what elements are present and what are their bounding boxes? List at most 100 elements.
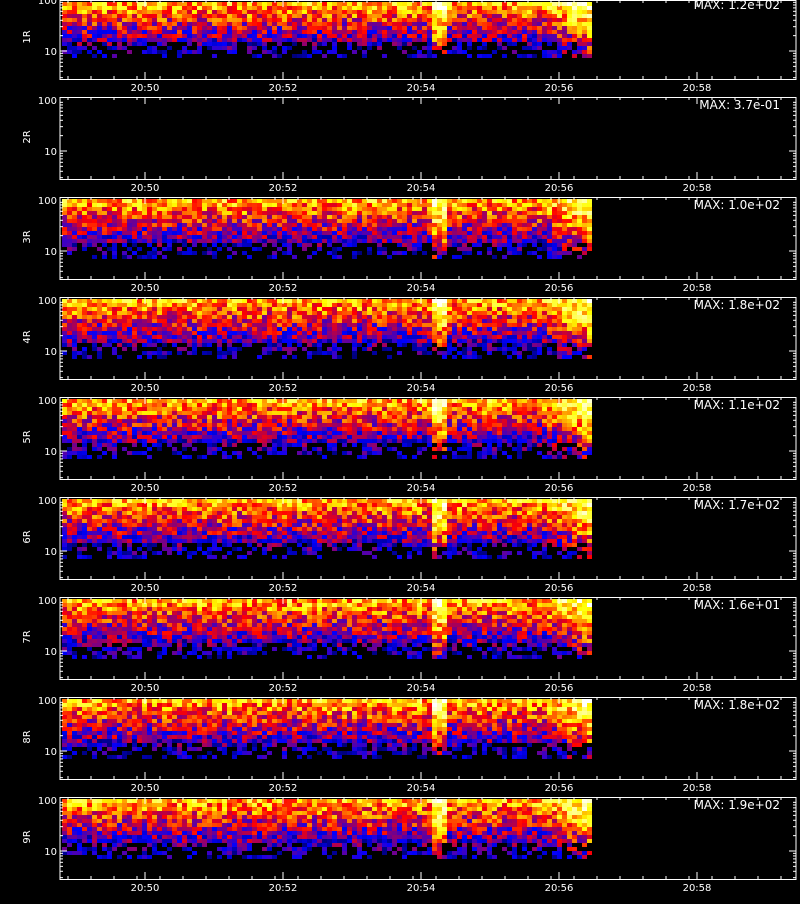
- heatmap-cell: [232, 335, 237, 339]
- heatmap-cell: [147, 335, 152, 339]
- heatmap-cell: [412, 427, 417, 431]
- heatmap-cell: [272, 38, 277, 42]
- heatmap-cell: [457, 323, 462, 327]
- heatmap-cell: [402, 319, 407, 323]
- heatmap-cell: [322, 303, 327, 307]
- heatmap-cell: [212, 231, 217, 235]
- heatmap-cell: [87, 231, 92, 235]
- heatmap-cell: [222, 203, 227, 207]
- heatmap-cell: [357, 439, 362, 443]
- heatmap-cell: [332, 331, 337, 335]
- heatmap-cell: [472, 335, 477, 339]
- heatmap-cell: [332, 347, 337, 351]
- heatmap-cell: [327, 411, 332, 415]
- heatmap-cell: [217, 46, 222, 50]
- heatmap-cell: [292, 199, 297, 203]
- heatmap-cell: [77, 34, 82, 38]
- heatmap-cell: [197, 431, 202, 435]
- heatmap-cell: [517, 251, 522, 255]
- heatmap-cell: [352, 339, 357, 343]
- heatmap-cell: [217, 435, 222, 439]
- heatmap-cell: [547, 347, 552, 351]
- heatmap-cell: [162, 315, 167, 319]
- heatmap-cell: [107, 343, 112, 347]
- heatmap-cell: [422, 407, 427, 411]
- heatmap-cell: [532, 239, 537, 243]
- heatmap-cell: [382, 399, 387, 403]
- heatmap-cell: [332, 42, 337, 46]
- heatmap-cell: [327, 10, 332, 14]
- heatmap-cell: [512, 251, 517, 255]
- heatmap-cell: [247, 299, 252, 303]
- heatmap-cell: [312, 219, 317, 223]
- heatmap-cell: [77, 331, 82, 335]
- heatmap-cell: [577, 215, 582, 219]
- heatmap-cell: [147, 10, 152, 14]
- heatmap-cell: [547, 299, 552, 303]
- heatmap-cell: [472, 319, 477, 323]
- heatmap-cell: [262, 447, 267, 451]
- heatmap-cell: [392, 431, 397, 435]
- heatmap-cell: [567, 235, 572, 239]
- heatmap-cell: [122, 231, 127, 235]
- heatmap-cell: [487, 331, 492, 335]
- heatmap-cell: [372, 223, 377, 227]
- heatmap-cell: [372, 451, 377, 455]
- heatmap-cell: [202, 34, 207, 38]
- heatmap-cell: [212, 299, 217, 303]
- heatmap-cell: [462, 355, 467, 359]
- heatmap-cell: [122, 331, 127, 335]
- heatmap-cell: [587, 319, 592, 323]
- heatmap-cell: [97, 403, 102, 407]
- heatmap-cell: [537, 10, 542, 14]
- heatmap-cell: [132, 38, 137, 42]
- heatmap-cell: [342, 227, 347, 231]
- heatmap-cell: [382, 343, 387, 347]
- heatmap-cell: [162, 307, 167, 311]
- heatmap-cell: [167, 403, 172, 407]
- heatmap-cell: [137, 227, 142, 231]
- heatmap-cell: [312, 419, 317, 423]
- heatmap-cell: [102, 443, 107, 447]
- heatmap-cell: [282, 355, 287, 359]
- heatmap-cell: [407, 323, 412, 327]
- heatmap-cell: [287, 26, 292, 30]
- heatmap-cell: [157, 231, 162, 235]
- heatmap-cell: [392, 26, 397, 30]
- heatmap-cell: [97, 2, 102, 6]
- heatmap-cell: [107, 227, 112, 231]
- heatmap-cell: [197, 14, 202, 18]
- heatmap-cell: [67, 219, 72, 223]
- heatmap-cell: [272, 311, 277, 315]
- heatmap-cell: [447, 10, 452, 14]
- heatmap-cell: [442, 211, 447, 215]
- heatmap-cell: [112, 243, 117, 247]
- heatmap-cell: [297, 14, 302, 18]
- heatmap-cell: [227, 403, 232, 407]
- heatmap-cell: [287, 38, 292, 42]
- heatmap-cell: [282, 231, 287, 235]
- heatmap-cell: [247, 223, 252, 227]
- heatmap-cell: [392, 427, 397, 431]
- heatmap-cell: [112, 227, 117, 231]
- heatmap-cell: [362, 2, 367, 6]
- heatmap-cell: [447, 2, 452, 6]
- heatmap-cell: [142, 50, 147, 54]
- heatmap-cell: [562, 207, 567, 211]
- heatmap-cell: [562, 315, 567, 319]
- heatmap-cell: [127, 38, 132, 42]
- heatmap-cell: [267, 427, 272, 431]
- heatmap-cell: [132, 26, 137, 30]
- heatmap-cell: [77, 451, 82, 455]
- heatmap-cell: [442, 2, 447, 6]
- heatmap-cell: [142, 451, 147, 455]
- heatmap-cell: [242, 6, 247, 10]
- heatmap-cell: [412, 227, 417, 231]
- heatmap-cell: [112, 255, 117, 259]
- heatmap-cell: [357, 415, 362, 419]
- heatmap-cell: [562, 339, 567, 343]
- heatmap-cell: [222, 355, 227, 359]
- heatmap-cell: [507, 42, 512, 46]
- heatmap-cell: [387, 399, 392, 403]
- heatmap-cell: [362, 235, 367, 239]
